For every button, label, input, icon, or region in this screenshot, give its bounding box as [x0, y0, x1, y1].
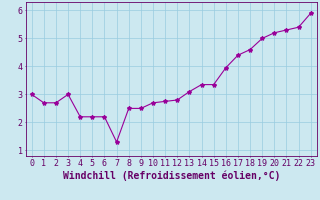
X-axis label: Windchill (Refroidissement éolien,°C): Windchill (Refroidissement éolien,°C) [62, 171, 280, 181]
